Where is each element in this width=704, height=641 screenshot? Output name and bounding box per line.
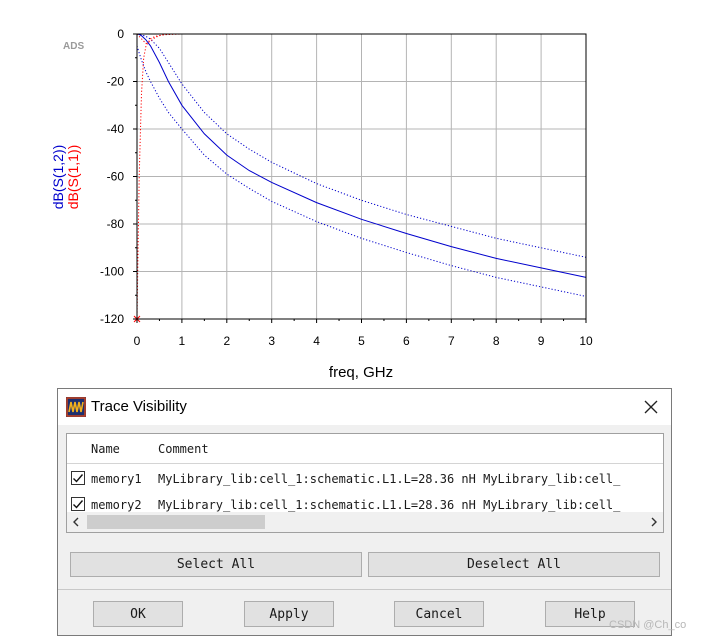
row-checkbox-memory2[interactable]	[71, 497, 85, 511]
trace-visibility-dialog: Trace Visibility Name Comment memory1 My…	[57, 388, 672, 636]
x-tick-label: 4	[313, 334, 320, 348]
scroll-left-button[interactable]	[67, 512, 85, 532]
checkmark-icon	[73, 474, 84, 483]
x-tick-label: 3	[268, 334, 275, 348]
trace-table: Name Comment memory1 MyLibrary_lib:cell_…	[66, 433, 664, 533]
x-tick-label: 1	[179, 334, 186, 348]
x-tick-label: 2	[223, 334, 230, 348]
dialog-title: Trace Visibility	[91, 398, 187, 415]
deselect-all-button[interactable]: Deselect All	[368, 552, 660, 577]
cancel-button[interactable]: Cancel	[394, 601, 484, 627]
chevron-left-icon	[73, 517, 79, 527]
table-row[interactable]: memory2 MyLibrary_lib:cell_1:schematic.L…	[67, 494, 663, 516]
plot-traces	[133, 33, 587, 323]
x-tick-label: 9	[538, 334, 545, 348]
select-all-button[interactable]: Select All	[70, 552, 362, 577]
button-separator	[58, 589, 671, 590]
x-tick-label: 7	[448, 334, 455, 348]
x-tick-label: 5	[358, 334, 365, 348]
horizontal-scrollbar[interactable]	[67, 512, 663, 532]
y-tick-label: -60	[107, 170, 125, 184]
scrollbar-thumb[interactable]	[87, 515, 265, 529]
y-tick-label: -100	[100, 265, 124, 279]
apply-button[interactable]: Apply	[244, 601, 334, 627]
row-name: memory1	[91, 472, 142, 486]
x-tick-label: 10	[579, 334, 593, 348]
series-line-1	[136, 33, 587, 258]
dialog-titlebar: Trace Visibility	[58, 389, 671, 425]
table-row[interactable]: memory1 MyLibrary_lib:cell_1:schematic.L…	[67, 468, 663, 490]
series-line-0	[136, 33, 587, 278]
sparameter-plot: 0 1 2 3 4 5 6 7 8 9 10 0 -20 -40 -60 -80 -100 -120 ADS dB…	[50, 27, 593, 381]
csdn-watermark: CSDN @Ch_co	[609, 619, 687, 631]
x-tick-label: 8	[493, 334, 500, 348]
y-tick-label: -80	[107, 217, 125, 231]
ads-app-icon	[66, 397, 86, 417]
row-comment: MyLibrary_lib:cell_1:schematic.L1.L=28.3…	[158, 472, 621, 486]
scroll-right-button[interactable]	[645, 512, 663, 532]
x-axis-label: freq, GHz	[329, 364, 393, 381]
series-line-5	[136, 33, 586, 45]
y-tick-label: -20	[107, 75, 125, 89]
close-icon	[644, 400, 658, 414]
y-axis-label-s12: dB(S(1,2))	[50, 145, 66, 210]
help-button[interactable]: Help	[545, 601, 635, 627]
row-checkbox-memory1[interactable]	[71, 471, 85, 485]
y-axis-label-s11: dB(S(1,1))	[65, 145, 81, 210]
y-tick-label: 0	[117, 27, 124, 41]
chevron-right-icon	[651, 517, 657, 527]
y-tick-label: -40	[107, 122, 125, 136]
plot-ticks: 0 1 2 3 4 5 6 7 8 9 10 0 -20 -40 -60 -80 -100 -120	[100, 27, 593, 348]
plot-grid	[137, 34, 586, 319]
row-name: memory2	[91, 498, 142, 512]
close-button[interactable]	[637, 393, 665, 421]
checkmark-icon	[73, 500, 84, 509]
column-header-comment[interactable]: Comment	[158, 442, 209, 456]
column-header-name[interactable]: Name	[91, 442, 120, 456]
row-comment: MyLibrary_lib:cell_1:schematic.L1.L=28.3…	[158, 498, 621, 512]
x-tick-label: 6	[403, 334, 410, 348]
y-tick-label: -120	[100, 312, 124, 326]
x-tick-label: 0	[134, 334, 141, 348]
table-header: Name Comment	[67, 434, 663, 464]
ok-button[interactable]: OK	[93, 601, 183, 627]
ads-watermark: ADS	[63, 41, 84, 52]
